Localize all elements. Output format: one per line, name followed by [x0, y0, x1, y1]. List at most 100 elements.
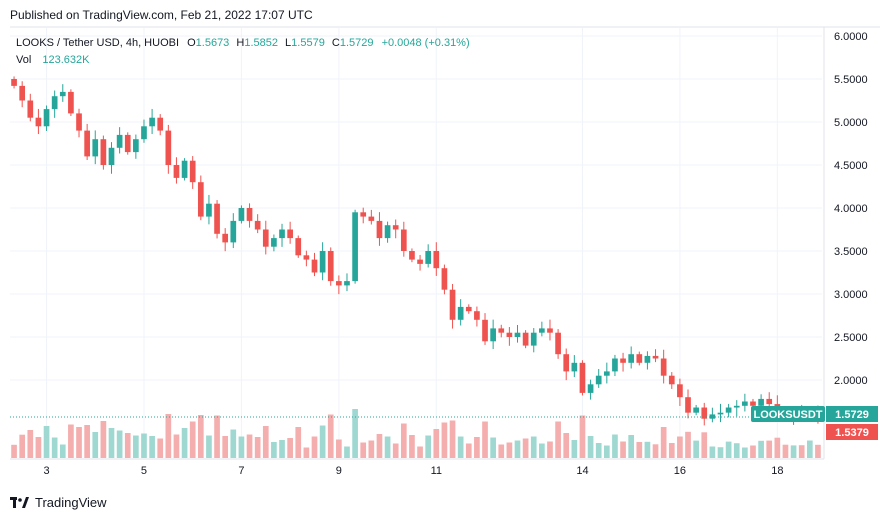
candle-body [652, 355, 659, 359]
volume-bar [108, 428, 115, 458]
volume-bar [181, 428, 188, 458]
candle-body [717, 412, 724, 415]
volume-bar [685, 431, 691, 458]
time-axis[interactable]: 35791114161821 [43, 465, 891, 477]
candle-body [376, 220, 383, 239]
volume-bar [189, 421, 196, 458]
volume-bar [717, 447, 724, 458]
y-tick-label: 4.5000 [834, 160, 868, 172]
candle-body [157, 117, 164, 131]
volume-bar [311, 436, 318, 458]
volume-bar [59, 444, 66, 458]
x-tick-label: 14 [576, 465, 588, 477]
volume-bar [197, 415, 204, 458]
volume-bar [620, 441, 626, 458]
x-tick-label: 9 [336, 465, 342, 477]
x-tick-label: 16 [674, 465, 686, 477]
last-price-label: 1.5729 [835, 409, 869, 421]
volume-bar [133, 435, 139, 458]
volume-bar [701, 432, 708, 458]
candle-body [303, 255, 310, 260]
volume-bar [246, 434, 253, 458]
candle-body [409, 251, 415, 260]
candle-body [352, 212, 358, 282]
volume-bar [319, 425, 326, 458]
candle-body [742, 401, 748, 406]
volume-bar [782, 444, 789, 458]
volume-price-tag: 1.5379 [826, 424, 878, 440]
legend-l-value: 1.5579 [291, 37, 325, 49]
candle-body [100, 139, 107, 165]
candle-body [482, 319, 488, 342]
volume-bar [352, 409, 358, 458]
candle-body [612, 358, 618, 372]
candle-body [457, 306, 464, 320]
candle-body [222, 233, 229, 243]
candle-body [27, 100, 34, 118]
published-note: Published on TradingView.com, Feb 21, 20… [10, 8, 313, 22]
volume-bar [344, 446, 350, 458]
volume-bar [35, 437, 42, 458]
candle-body [214, 203, 220, 234]
volume-bar [571, 440, 578, 458]
volume-bar [417, 446, 423, 458]
volume-bar [798, 445, 805, 458]
x-tick-label: 18 [771, 465, 783, 477]
volume-bar [725, 441, 732, 458]
candle-body [725, 407, 732, 413]
volume-bar [603, 445, 610, 458]
candle-body [51, 96, 58, 110]
y-tick-label: 3.5000 [834, 246, 868, 258]
volume-bar [555, 421, 561, 458]
candle-body [474, 311, 480, 320]
candle-body [173, 165, 180, 178]
candle-body [693, 407, 699, 413]
volume-bar [165, 414, 172, 458]
candle-body [603, 371, 610, 376]
candle-body [133, 139, 139, 153]
volume-bar [84, 425, 90, 458]
volume-bar [612, 434, 618, 458]
candle-body [295, 238, 302, 256]
x-tick-label: 7 [238, 465, 244, 477]
candle-body [344, 281, 350, 286]
volume-bar [287, 438, 293, 458]
volume-bar [173, 434, 180, 458]
volume-bar [636, 442, 643, 458]
volume-bar [400, 423, 407, 458]
volume-bar [490, 437, 496, 458]
volume-bar [628, 435, 635, 458]
volume-bar [327, 414, 334, 458]
candle-body [417, 259, 423, 264]
candle-body [165, 130, 172, 165]
volume-bar [222, 436, 229, 458]
y-tick-label: 5.0000 [834, 117, 868, 129]
legend-vol-value: 123.632K [42, 54, 90, 66]
candle-body [506, 332, 513, 337]
volume-bar [425, 435, 432, 458]
x-tick-label: 11 [431, 465, 442, 477]
candle-body [311, 259, 318, 273]
volume-bar [303, 447, 310, 458]
volume-bar [733, 443, 740, 458]
candle-body [197, 182, 204, 217]
volume-bar [124, 433, 131, 458]
volume-bar [100, 421, 107, 458]
footer-brand: TradingView [35, 495, 107, 510]
candle-body [571, 362, 578, 372]
volume-bar [360, 442, 367, 458]
candle-body [539, 328, 545, 333]
price-axis[interactable]: 6.0000 5.5000 5.0000 4.5000 4.0000 3.5000 3.00… [834, 31, 868, 387]
volume-bar [295, 427, 302, 458]
candle-body [149, 117, 155, 127]
legend-l-label: L [285, 37, 291, 49]
volume-bar [238, 436, 245, 458]
candle-body [189, 160, 196, 183]
volume-bar [51, 437, 58, 458]
candle-body [84, 130, 90, 157]
volume-bar [392, 443, 399, 458]
candle-body [360, 212, 367, 217]
x-tick-label: 5 [141, 465, 147, 477]
volume-bar [465, 443, 472, 458]
